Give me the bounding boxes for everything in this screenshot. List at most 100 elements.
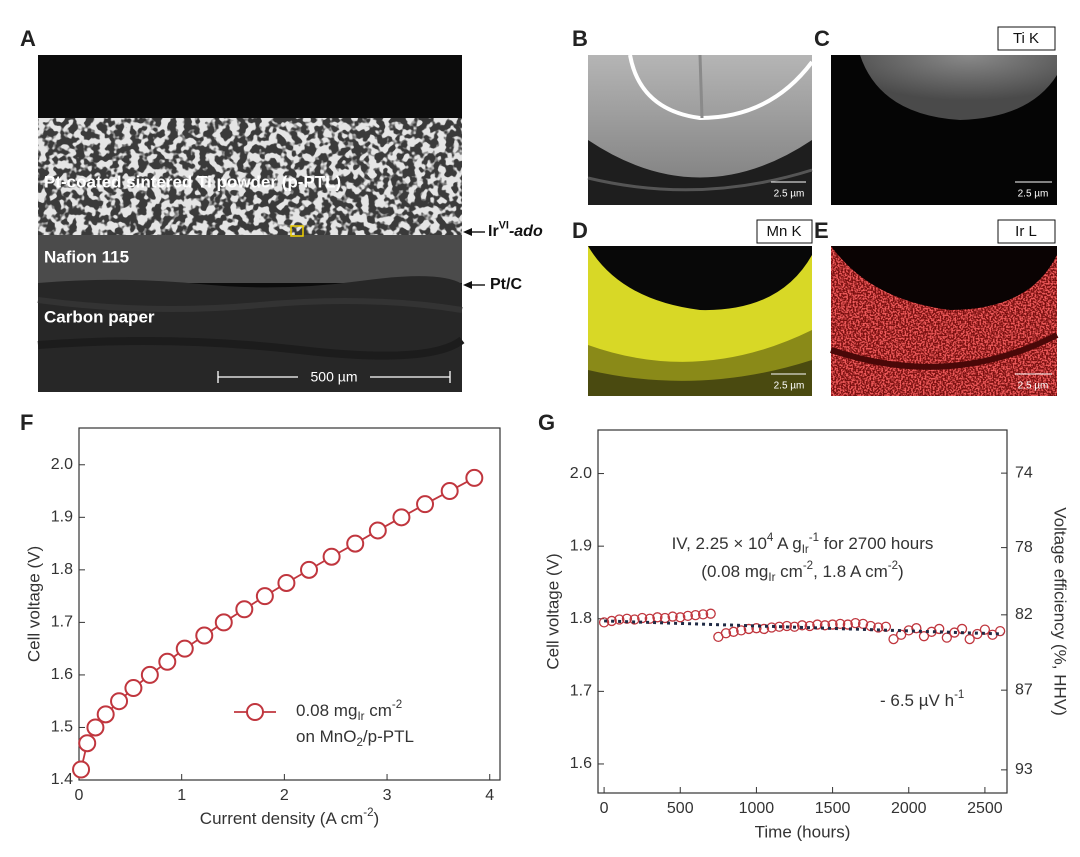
text-segment: , 1.8 A cm <box>813 562 888 581</box>
data-point <box>659 612 671 624</box>
y2-tick-label: 82 <box>1015 606 1033 623</box>
panel-label: E <box>814 218 829 243</box>
data-point <box>598 617 610 628</box>
x-axis-label: Current density (A cm-2) <box>200 807 379 828</box>
text-segment: - 6.5 µV h <box>880 691 954 710</box>
data-point <box>175 639 194 658</box>
text-segment: ) <box>898 562 904 581</box>
data-point <box>235 600 254 619</box>
y-tick-label: 1.8 <box>51 561 73 578</box>
series-line <box>80 477 475 770</box>
data-point <box>621 613 633 624</box>
data-point <box>819 620 831 631</box>
text-segment: for 2700 hours <box>819 534 933 553</box>
x-tick-label: 1500 <box>815 800 851 817</box>
data-point <box>941 632 952 643</box>
element-label: Ir L <box>1015 223 1037 240</box>
data-point <box>346 534 365 553</box>
text-segment: cm <box>775 562 802 581</box>
x-tick-label: 4 <box>485 787 494 804</box>
data-point <box>796 620 808 631</box>
scale-bar-label: 2.5 µm <box>774 381 805 392</box>
layer-label: Pt-coated sintered Ti powder (p-PTL) <box>44 172 341 191</box>
data-point <box>140 665 159 684</box>
data-point <box>720 628 732 639</box>
interface-label: Pt/C <box>490 276 522 293</box>
scale-bar-label: 2.5 µm <box>774 189 805 200</box>
data-point <box>895 629 907 640</box>
eds-map <box>831 26 1057 205</box>
data-point <box>835 618 846 629</box>
layer-label: Nafion 115 <box>44 247 129 266</box>
text-segment: on MnO <box>296 727 356 746</box>
data-point <box>873 622 884 633</box>
scale-bar-label: 2.5 µm <box>1018 189 1049 200</box>
data-point <box>637 612 648 624</box>
data-point <box>392 508 411 527</box>
data-point <box>606 615 617 627</box>
y-tick-label: 1.4 <box>51 771 73 788</box>
y2-tick-label: 78 <box>1015 539 1033 556</box>
data-point <box>465 468 484 487</box>
y-tick-label: 1.7 <box>51 614 73 631</box>
eds-map <box>588 219 813 396</box>
layer-label: Carbon paper <box>44 307 155 326</box>
scale-bar-label: 500 µm <box>311 369 358 385</box>
text-segment: -ado <box>509 223 543 240</box>
x-tick-label: 2000 <box>891 800 927 817</box>
panel-label: B <box>572 26 588 51</box>
panel-label: F <box>20 410 33 435</box>
legend-label: 0.08 mgIr cm-2 <box>296 699 402 723</box>
data-point <box>789 621 800 632</box>
text-segment: Ir <box>768 572 775 584</box>
data-point <box>277 573 296 592</box>
text-segment: Ir <box>802 544 809 556</box>
eds-map <box>830 219 1059 396</box>
y2-axis-label: Voltage efficiency (%, HHV) <box>1051 507 1070 716</box>
y-tick-label: 1.7 <box>570 683 592 700</box>
y-tick-label: 1.9 <box>570 537 592 554</box>
data-point <box>812 619 823 630</box>
data-point <box>416 495 435 514</box>
text-segment: Pt/C <box>490 276 522 293</box>
data-point <box>629 614 640 625</box>
y2-tick-label: 74 <box>1015 464 1033 481</box>
text-segment: cm <box>365 701 392 720</box>
text-segment: Ir <box>488 223 499 240</box>
annotation: (0.08 mgIr cm-2, 1.8 A cm-2) <box>701 560 903 584</box>
data-point <box>888 633 899 645</box>
data-point <box>667 611 678 622</box>
y-tick-label: 1.8 <box>570 610 592 627</box>
x-tick-label: 1000 <box>739 800 775 817</box>
panel-label: G <box>538 410 555 435</box>
text-segment: -1 <box>809 532 819 544</box>
text-segment: -2 <box>363 807 373 819</box>
data-point <box>911 623 922 634</box>
data-point <box>195 626 214 645</box>
data-point <box>743 623 754 635</box>
data-point <box>934 623 945 635</box>
data-point <box>158 652 177 671</box>
sem-image <box>587 54 814 205</box>
y-axis-label: Cell voltage (V) <box>543 553 562 669</box>
y-tick-label: 2.0 <box>570 465 592 482</box>
data-point <box>86 718 105 737</box>
data-point <box>96 705 115 724</box>
x-tick-label: 1 <box>177 787 186 804</box>
data-point <box>255 587 274 606</box>
data-point <box>300 560 319 579</box>
x-tick-label: 2 <box>280 787 289 804</box>
text-segment: 0.08 mg <box>296 701 357 720</box>
y-tick-label: 2.0 <box>51 456 73 473</box>
sem-image <box>37 55 465 392</box>
element-label: Mn K <box>766 223 801 240</box>
data-point <box>736 625 747 636</box>
data-point <box>214 613 233 632</box>
data-point <box>368 521 387 540</box>
text-segment: ) <box>374 809 380 828</box>
legend-label: on MnO2/p-PTL <box>296 727 414 749</box>
arrows <box>463 228 485 289</box>
data-point <box>124 679 143 698</box>
data-point <box>964 633 975 645</box>
data-point <box>751 623 762 634</box>
